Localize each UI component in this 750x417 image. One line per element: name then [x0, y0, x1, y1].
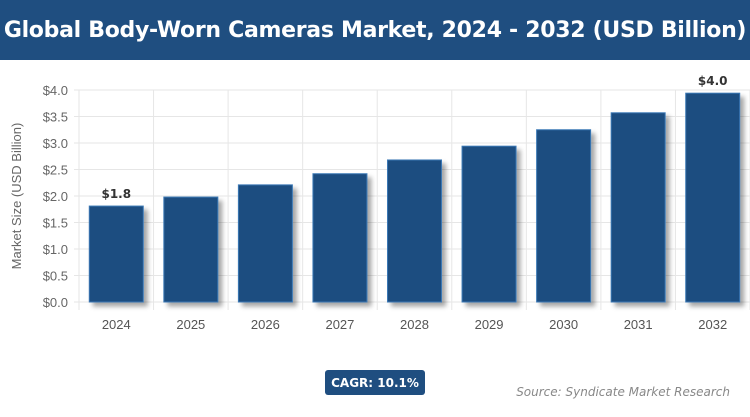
source-note: Source: Syndicate Market Research — [516, 385, 730, 399]
x-tick-label: 2026 — [251, 317, 280, 332]
cagr-badge: CAGR: 10.1% — [325, 370, 425, 395]
bar — [610, 112, 666, 303]
data-label: $4.0 — [698, 74, 728, 88]
bar — [237, 184, 293, 303]
y-tick-label: $1.0 — [43, 242, 68, 257]
bar — [312, 173, 368, 303]
x-tick-label: 2032 — [698, 317, 727, 332]
y-tick-label: $3.5 — [43, 110, 68, 125]
y-tick-label: $0.0 — [43, 295, 68, 310]
y-tick-label: $2.5 — [43, 163, 68, 178]
y-tick-label: $3.0 — [43, 136, 68, 151]
y-tick-label: $1.5 — [43, 216, 68, 231]
x-tick-label: 2027 — [325, 317, 354, 332]
data-label: $1.8 — [101, 187, 131, 201]
x-tick-label: 2029 — [475, 317, 504, 332]
y-axis-label: Market Size (USD Billion) — [9, 123, 24, 270]
x-tick-label: 2031 — [624, 317, 653, 332]
x-tick-label: 2028 — [400, 317, 429, 332]
bar — [536, 129, 592, 303]
x-tick-label: 2030 — [549, 317, 578, 332]
y-tick-label: $2.0 — [43, 189, 68, 204]
x-tick-label: 2024 — [102, 317, 131, 332]
x-tick-label: 2025 — [176, 317, 205, 332]
bar — [685, 92, 741, 303]
bar — [88, 205, 144, 303]
y-tick-label: $0.5 — [43, 269, 68, 284]
bar — [163, 196, 219, 303]
chart-title: Global Body-Worn Cameras Market, 2024 - … — [0, 0, 750, 60]
y-tick-label: $4.0 — [43, 83, 68, 98]
bar — [461, 145, 517, 303]
bar — [387, 159, 442, 303]
